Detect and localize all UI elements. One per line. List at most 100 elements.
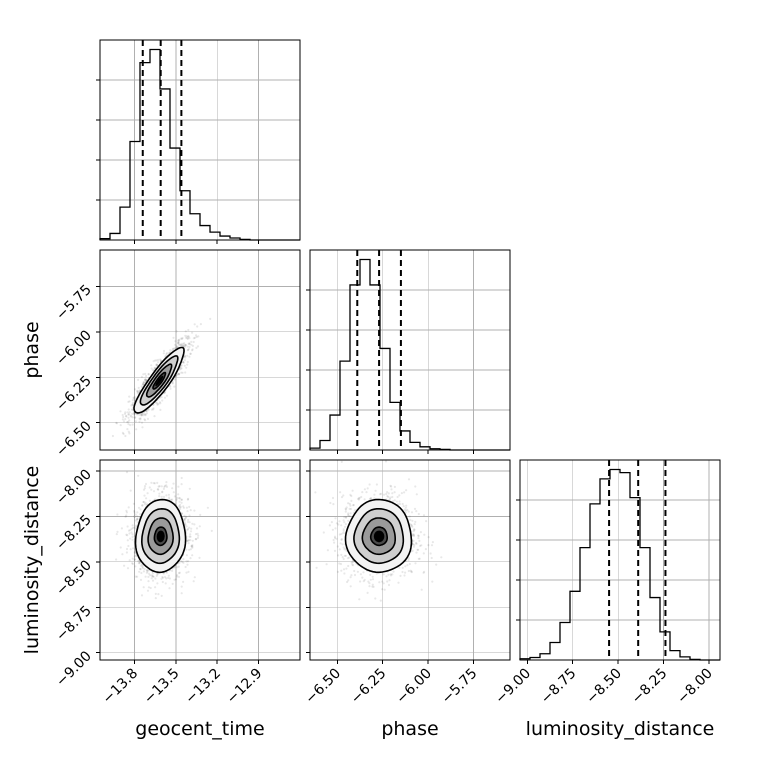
scatter-point — [185, 560, 188, 563]
scatter-point — [406, 508, 409, 512]
scatter-point — [157, 361, 160, 364]
scatter-point — [339, 562, 343, 566]
xlabel-luminosity_distance: luminosity_distance — [526, 718, 715, 740]
scatter-point — [414, 485, 417, 488]
scatter-point — [190, 544, 193, 548]
scatter-point — [129, 528, 132, 532]
xlabel-geocent_time: geocent_time — [135, 718, 264, 740]
scatter-point — [374, 597, 377, 600]
scatter-point — [384, 460, 388, 463]
scatter-point — [138, 389, 141, 392]
scatter-point — [123, 564, 126, 567]
scatter-point — [179, 343, 182, 346]
scatter-point — [337, 554, 340, 557]
scatter-point — [339, 491, 342, 494]
scatter-point — [131, 399, 134, 402]
scatter-point — [386, 491, 389, 494]
scatter-point — [193, 336, 196, 339]
scatter-point — [125, 471, 129, 474]
scatter-point — [182, 506, 185, 509]
scatter-point — [140, 413, 143, 416]
scatter-point — [184, 516, 187, 520]
scatter-point — [169, 385, 172, 388]
scatter-point — [346, 557, 349, 560]
scatter-point — [372, 585, 375, 589]
scatter-point — [180, 371, 183, 374]
scatter-point — [191, 349, 194, 352]
scatter-point — [115, 422, 118, 425]
scatter-point — [198, 525, 201, 528]
joint-panel-geocent_time-luminosity_distance: −13.8 −13.5 −13.2 −12.9 −9.00−8.75−8.50−8.25… — [53, 459, 301, 707]
scatter-point — [171, 381, 174, 384]
scatter-point — [347, 513, 350, 516]
scatter-point — [418, 557, 421, 560]
scatter-point — [413, 507, 417, 510]
scatter-point — [138, 420, 141, 423]
scatter-point — [386, 580, 389, 583]
scatter-point — [326, 549, 329, 552]
scatter-point — [147, 372, 150, 376]
scatter-point — [405, 489, 408, 492]
scatter-point — [412, 545, 416, 548]
ytick-label-luminosity_distance-4: −8.00 — [53, 466, 95, 508]
scatter-point — [144, 414, 147, 417]
scatter-point — [342, 568, 346, 571]
scatter-point — [363, 578, 366, 581]
scatter-point — [155, 363, 159, 366]
scatter-point — [350, 494, 353, 498]
scatter-point — [159, 358, 162, 361]
scatter-point — [182, 360, 185, 364]
scatter-point — [131, 538, 134, 541]
scatter-point — [187, 342, 190, 345]
scatter-point — [366, 591, 369, 595]
scatter-point — [145, 412, 148, 415]
scatter-point — [178, 561, 181, 564]
scatter-point — [314, 491, 317, 494]
scatter-point — [183, 355, 186, 358]
scatter-point — [186, 528, 189, 531]
xtick-label-phase-1: −6.25 — [348, 666, 390, 708]
scatter-point — [350, 507, 353, 511]
scatter-point — [170, 498, 173, 501]
scatter-point — [162, 572, 165, 575]
scatter-point — [177, 340, 180, 343]
scatter-point — [131, 408, 134, 411]
scatter-point — [131, 535, 134, 539]
scatter-point — [145, 497, 148, 500]
scatter-point — [331, 496, 335, 500]
scatter-point — [139, 578, 143, 582]
scatter-point — [351, 563, 354, 566]
scatter-point — [179, 503, 182, 506]
scatter-point — [124, 434, 127, 438]
scatter-point — [400, 492, 403, 495]
scatter-point — [375, 483, 378, 486]
scatter-point — [141, 565, 144, 569]
scatter-point — [111, 434, 114, 438]
scatter-point — [417, 534, 420, 538]
scatter-point — [131, 412, 134, 415]
scatter-point — [141, 426, 144, 429]
scatter-point — [385, 492, 388, 496]
scatter-point — [342, 546, 345, 549]
scatter-point — [348, 507, 351, 510]
scatter-point — [148, 486, 151, 489]
scatter-point — [175, 498, 178, 501]
scatter-point — [209, 317, 212, 320]
scatter-point — [189, 530, 193, 533]
contour-line-2-0 — [344, 498, 413, 574]
scatter-point — [172, 491, 175, 494]
scatter-point — [185, 571, 188, 574]
scatter-point — [145, 571, 148, 574]
scatter-point — [130, 415, 133, 418]
scatter-point — [137, 378, 140, 381]
scatter-point — [184, 344, 187, 347]
scatter-point — [188, 521, 191, 524]
scatter-point — [410, 511, 414, 514]
scatter-point — [136, 511, 139, 514]
scatter-point — [131, 416, 134, 419]
scatter-point — [151, 579, 155, 582]
scatter-point — [188, 487, 191, 490]
scatter-point — [174, 343, 177, 346]
joint-body-2 — [314, 460, 443, 602]
scatter-point — [347, 512, 350, 515]
